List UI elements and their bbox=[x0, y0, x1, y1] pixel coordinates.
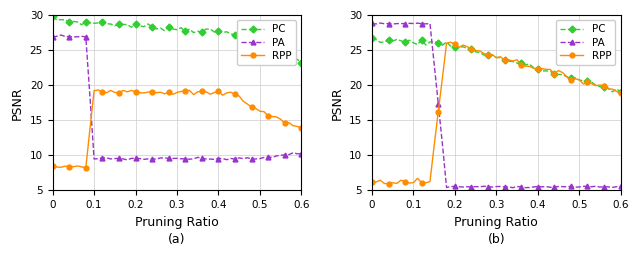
PA bbox=[144, 157, 152, 161]
PC bbox=[49, 15, 56, 18]
RPP bbox=[592, 84, 600, 87]
PA bbox=[430, 62, 438, 65]
PA bbox=[509, 186, 516, 189]
PA bbox=[111, 157, 118, 160]
RPP bbox=[94, 88, 102, 92]
PC bbox=[136, 24, 143, 27]
PA bbox=[206, 157, 214, 161]
PC bbox=[181, 30, 189, 33]
RPP bbox=[525, 65, 533, 68]
RPP bbox=[298, 127, 305, 130]
Line: RPP: RPP bbox=[369, 40, 623, 186]
PC bbox=[609, 90, 616, 94]
RPP bbox=[273, 115, 280, 119]
Y-axis label: PSNR: PSNR bbox=[11, 86, 24, 120]
RPP bbox=[49, 165, 56, 168]
Line: PC: PC bbox=[369, 36, 623, 94]
PA bbox=[617, 185, 625, 188]
PA bbox=[505, 185, 513, 189]
PA bbox=[49, 36, 56, 39]
PA bbox=[102, 156, 110, 160]
PA bbox=[422, 22, 429, 26]
PA bbox=[57, 33, 65, 37]
RPP bbox=[617, 91, 625, 94]
RPP bbox=[144, 91, 152, 94]
PC bbox=[584, 79, 591, 83]
Y-axis label: PSNR: PSNR bbox=[330, 86, 344, 120]
PA bbox=[376, 21, 384, 25]
PA bbox=[189, 157, 197, 160]
PC bbox=[368, 36, 376, 40]
RPP bbox=[82, 166, 90, 170]
RPP bbox=[509, 59, 516, 63]
PA bbox=[273, 154, 280, 158]
PA bbox=[525, 186, 533, 189]
PA bbox=[124, 158, 131, 161]
RPP bbox=[189, 93, 197, 96]
RPP bbox=[447, 41, 454, 44]
RPP bbox=[368, 181, 376, 184]
Title: (a): (a) bbox=[168, 233, 186, 246]
Legend: PC, PA, RPP: PC, PA, RPP bbox=[556, 20, 616, 65]
RPP bbox=[206, 92, 214, 96]
X-axis label: Pruning Ratio: Pruning Ratio bbox=[135, 216, 219, 229]
PC bbox=[298, 62, 305, 65]
PC bbox=[264, 46, 272, 49]
X-axis label: Pruning Ratio: Pruning Ratio bbox=[454, 216, 538, 229]
PC bbox=[617, 90, 625, 93]
PC bbox=[99, 21, 106, 24]
PC bbox=[455, 46, 463, 49]
RPP bbox=[463, 45, 471, 48]
PA bbox=[298, 152, 305, 155]
Legend: PC, PA, RPP: PC, PA, RPP bbox=[237, 20, 296, 65]
PA bbox=[592, 185, 600, 188]
RPP bbox=[107, 89, 115, 92]
Line: PA: PA bbox=[50, 33, 304, 162]
Line: PA: PA bbox=[369, 21, 623, 190]
PC bbox=[426, 40, 434, 44]
PC bbox=[418, 38, 426, 41]
PA bbox=[368, 22, 376, 25]
Line: PC: PC bbox=[50, 14, 304, 66]
RPP bbox=[115, 92, 123, 95]
PC bbox=[107, 22, 115, 26]
PC bbox=[500, 59, 508, 62]
RPP bbox=[430, 144, 438, 148]
RPP bbox=[422, 181, 429, 185]
PA bbox=[460, 185, 467, 189]
RPP bbox=[385, 182, 392, 185]
PC bbox=[517, 62, 525, 65]
Title: (b): (b) bbox=[488, 233, 505, 246]
Line: RPP: RPP bbox=[50, 87, 304, 170]
PC bbox=[198, 30, 205, 34]
